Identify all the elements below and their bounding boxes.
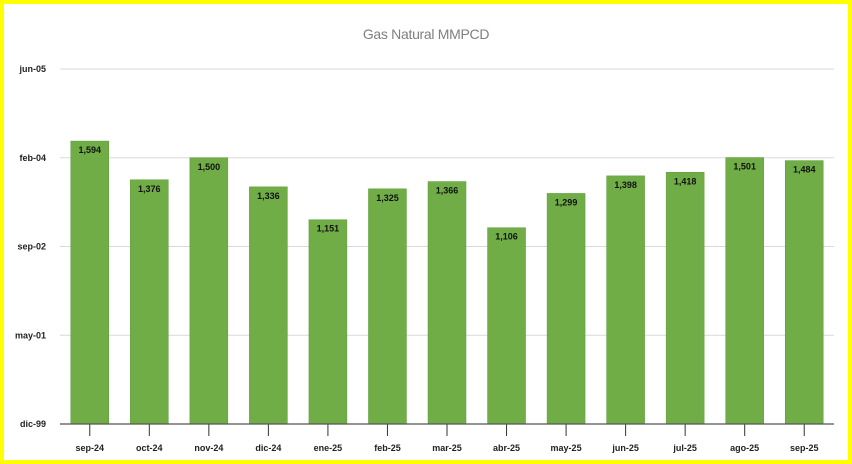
- chart-title: Gas Natural MMPCD: [362, 26, 490, 42]
- bar: [308, 219, 348, 425]
- y-tick-label: feb-04: [19, 153, 46, 163]
- x-tick-label: sep-24: [76, 443, 105, 453]
- bar: [130, 179, 169, 425]
- data-label: 1,366: [436, 186, 459, 196]
- data-label: 1,299: [555, 197, 578, 207]
- bar: [546, 193, 586, 425]
- x-tick-label: jul-25: [672, 443, 697, 453]
- data-label: 1,336: [257, 191, 280, 201]
- x-tick-label: jun-25: [611, 443, 639, 453]
- data-label: 1,484: [793, 165, 816, 175]
- data-label: 1,594: [79, 145, 102, 155]
- data-label: 1,151: [317, 224, 340, 234]
- bar: [70, 140, 110, 425]
- y-tick-label: sep-02: [17, 242, 46, 252]
- y-tick-label: dic-99: [20, 419, 46, 429]
- bar: [665, 172, 705, 425]
- x-tick-label: mar-25: [432, 443, 462, 453]
- bar: [725, 157, 764, 425]
- x-tick-label: ago-25: [730, 443, 759, 453]
- data-label: 1,418: [674, 176, 697, 186]
- data-label: 1,500: [198, 162, 221, 172]
- x-tick-label: oct-24: [136, 443, 163, 453]
- bar: [784, 160, 824, 425]
- x-tick-label: dic-24: [255, 443, 281, 453]
- data-label: 1,501: [733, 162, 756, 172]
- x-tick-label: feb-25: [374, 443, 401, 453]
- bar: [427, 181, 467, 425]
- data-label: 1,106: [495, 232, 518, 242]
- bar: [249, 186, 288, 425]
- bar: [487, 227, 526, 425]
- y-tick-label: jun-05: [18, 64, 46, 74]
- y-tick-label: may-01: [15, 330, 46, 340]
- data-label: 1,398: [614, 180, 637, 190]
- x-tick-label: ene-25: [314, 443, 343, 453]
- x-tick-label: nov-24: [194, 443, 223, 453]
- data-label: 1,325: [376, 193, 399, 203]
- bar: [368, 188, 407, 425]
- bar: [189, 157, 229, 425]
- x-tick-label: abr-25: [493, 443, 520, 453]
- x-tick-label: may-25: [551, 443, 582, 453]
- data-label: 1,376: [138, 184, 161, 194]
- x-tick-label: sep-25: [790, 443, 819, 453]
- bar: [606, 175, 645, 425]
